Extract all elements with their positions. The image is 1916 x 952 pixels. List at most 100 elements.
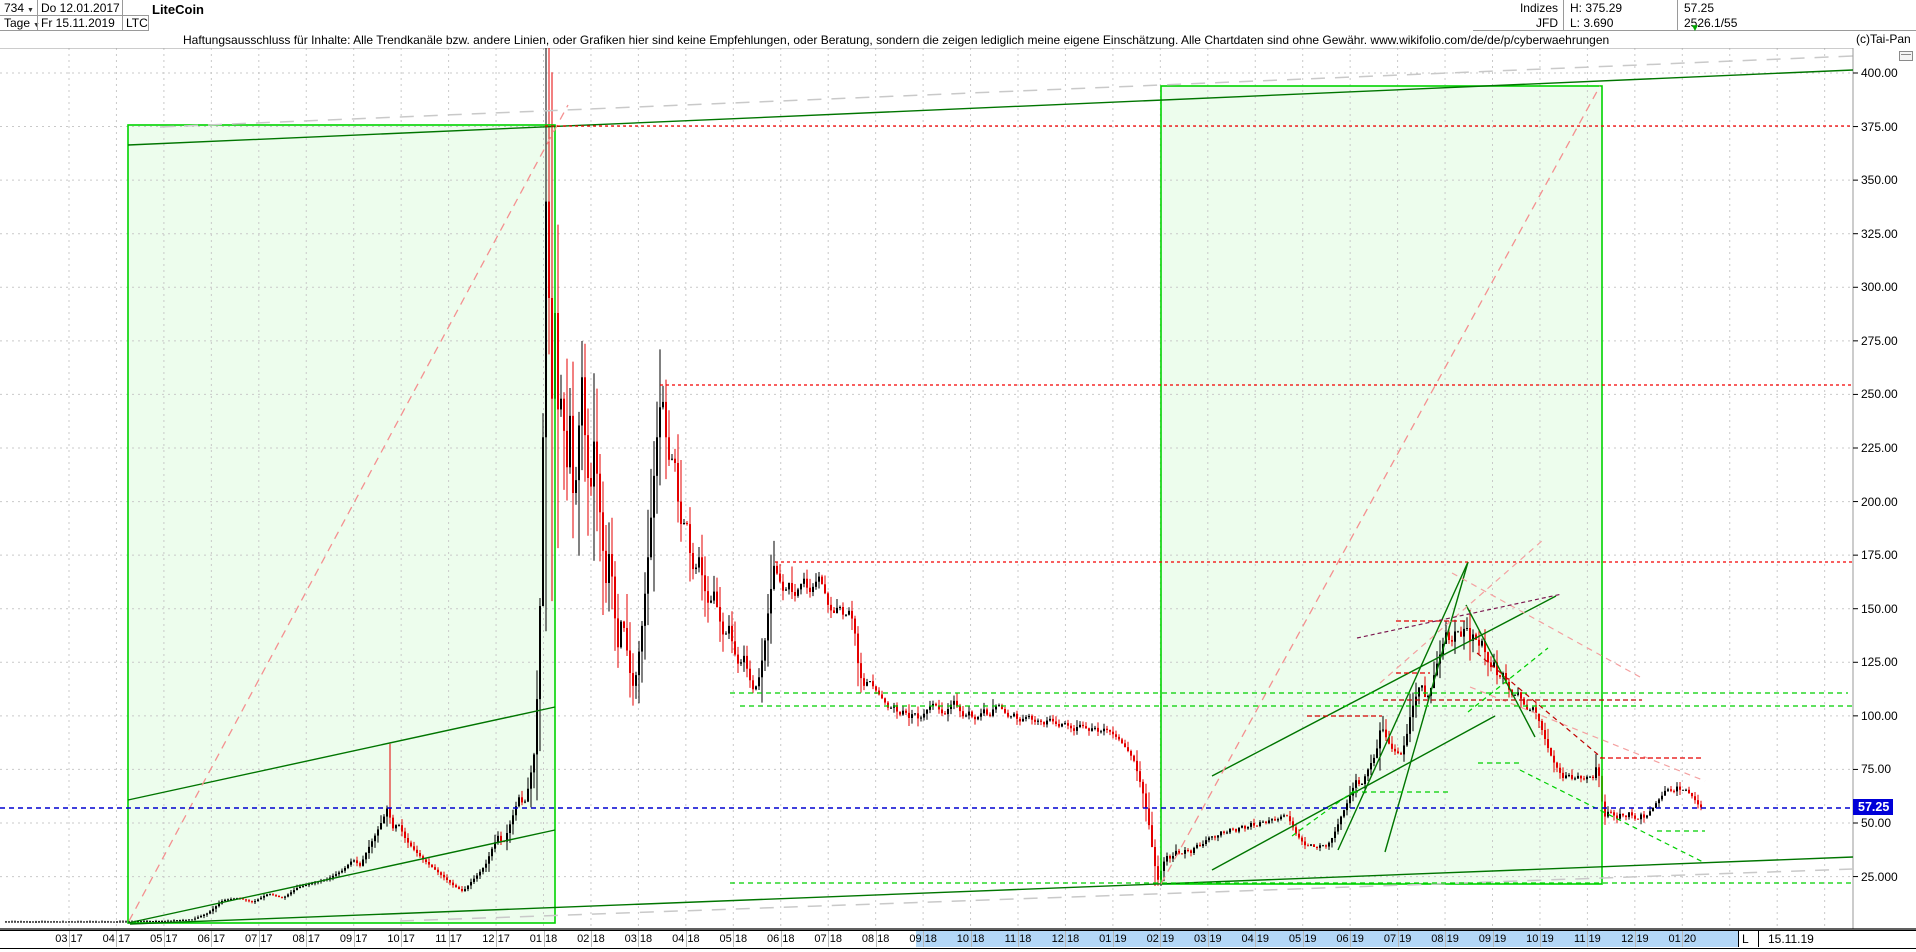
month-tick bbox=[448, 931, 450, 947]
overlay-line bbox=[1476, 652, 1603, 759]
last-value-label: 57.25 bbox=[1684, 1, 1715, 15]
month-tick bbox=[1445, 931, 1447, 947]
price-axis-label: 225.00 bbox=[1861, 440, 1898, 455]
high-value-label: H: 375.29 bbox=[1570, 1, 1623, 15]
month-label: 01 19 bbox=[1099, 933, 1127, 945]
overlay-line bbox=[399, 868, 1854, 922]
price-chart[interactable] bbox=[0, 48, 1916, 930]
divider bbox=[0, 15, 149, 16]
divider bbox=[1473, 30, 1916, 31]
price-axis-label: 75.00 bbox=[1861, 762, 1892, 777]
price-axis-label: 325.00 bbox=[1861, 226, 1898, 241]
mode-value: Tage bbox=[4, 16, 31, 30]
time-axis[interactable]: 03 17 04 17 05 17 06 17 07 17 08 17 09 17 10 17… bbox=[0, 930, 1916, 949]
collapse-panel-button[interactable] bbox=[1899, 51, 1913, 61]
month-tick bbox=[780, 931, 782, 947]
month-tick bbox=[1634, 931, 1636, 947]
month-tick bbox=[1539, 931, 1541, 947]
divider bbox=[1758, 931, 1759, 947]
month-tick bbox=[875, 931, 877, 947]
month-tick bbox=[1682, 931, 1684, 947]
overlay-line bbox=[128, 104, 569, 922]
month-label: 10 19 bbox=[1526, 933, 1554, 945]
overlay-line bbox=[127, 706, 556, 801]
divider bbox=[1563, 0, 1564, 31]
marker-triangle-icon: ▼ bbox=[1690, 23, 1700, 34]
month-label: 10 17 bbox=[387, 933, 415, 945]
price-axis-label: 350.00 bbox=[1861, 173, 1898, 188]
instrument-title: LiteCoin bbox=[152, 2, 204, 17]
divider bbox=[1677, 0, 1678, 31]
last-cell-label: L bbox=[1742, 932, 1749, 946]
last-price-tag: 57.25 bbox=[1853, 799, 1894, 816]
overlay-line bbox=[1451, 572, 1641, 678]
divider bbox=[1738, 931, 1739, 947]
overlay-line bbox=[1379, 539, 1544, 684]
month-tick bbox=[1492, 931, 1494, 947]
month-label: 07 19 bbox=[1383, 933, 1412, 945]
month-label: 05 19 bbox=[1288, 933, 1317, 945]
month-label: 05 17 bbox=[150, 933, 178, 945]
month-label: 09 17 bbox=[339, 933, 368, 945]
overlay-line bbox=[129, 856, 1854, 925]
month-tick bbox=[163, 931, 165, 947]
month-tick bbox=[1587, 931, 1589, 947]
overlay-line bbox=[1211, 715, 1496, 871]
overlay-line bbox=[1465, 604, 1536, 738]
month-label: 09 19 bbox=[1478, 933, 1507, 945]
month-tick bbox=[1207, 931, 1209, 947]
price-axis-label: 400.00 bbox=[1861, 65, 1898, 80]
month-label: 07 18 bbox=[814, 933, 842, 945]
overlay-line bbox=[1519, 769, 1704, 863]
divider bbox=[148, 15, 149, 31]
period-dropdown[interactable]: 734 ▼ bbox=[4, 1, 34, 15]
month-tick bbox=[1350, 931, 1352, 947]
price-axis-label: 375.00 bbox=[1861, 119, 1898, 134]
symbol-label: LTC bbox=[126, 16, 148, 30]
trend-box-2017 bbox=[127, 124, 556, 924]
month-tick bbox=[1018, 931, 1019, 947]
month-label: 12 17 bbox=[482, 933, 510, 945]
month-tick bbox=[543, 931, 545, 947]
date-from-label: Do 12.01.2017 bbox=[41, 1, 120, 15]
month-label: 11 18 bbox=[1004, 933, 1032, 945]
month-label: 01 20 bbox=[1668, 933, 1697, 945]
divider bbox=[37, 0, 38, 31]
month-label: 06 18 bbox=[766, 933, 795, 945]
month-label: 02 19 bbox=[1146, 933, 1175, 945]
copyright-label: (c)Tai-Pan bbox=[1856, 32, 1911, 46]
month-tick bbox=[970, 931, 972, 947]
period-value: 734 bbox=[4, 1, 25, 15]
month-label: 11 19 bbox=[1574, 933, 1601, 945]
month-tick bbox=[1397, 931, 1399, 947]
price-axis-label: 125.00 bbox=[1861, 655, 1898, 670]
month-tick bbox=[685, 931, 687, 947]
month-tick bbox=[69, 931, 70, 947]
broker-label: JFD bbox=[1536, 16, 1558, 30]
month-label: 08 19 bbox=[1431, 933, 1459, 945]
overlay-line bbox=[1160, 85, 1601, 885]
price-axis-label: 300.00 bbox=[1861, 280, 1898, 295]
volume-label: 2526.1/55 bbox=[1684, 16, 1738, 30]
chevron-down-icon: ▼ bbox=[33, 22, 40, 29]
month-label: 07 17 bbox=[245, 933, 273, 945]
indices-group-label: Indizes bbox=[1519, 1, 1558, 15]
month-label: 03 18 bbox=[624, 933, 653, 945]
overlay-line bbox=[127, 69, 1854, 146]
divider bbox=[122, 0, 123, 31]
overlay-line bbox=[1467, 647, 1549, 713]
month-tick bbox=[211, 931, 213, 947]
last-date-label: 15.11.19 bbox=[1768, 932, 1814, 946]
month-label: 01 18 bbox=[529, 933, 558, 945]
month-label: 10 18 bbox=[956, 933, 985, 945]
price-axis-label: 100.00 bbox=[1861, 708, 1898, 723]
axis-selection-highlight bbox=[916, 931, 1738, 947]
month-label: 04 19 bbox=[1241, 933, 1270, 945]
mode-dropdown[interactable]: Tage▼ bbox=[4, 16, 40, 30]
month-tick bbox=[353, 931, 355, 947]
month-label: 08 17 bbox=[292, 933, 321, 945]
overlay-line bbox=[1211, 595, 1557, 777]
month-tick bbox=[1112, 931, 1114, 947]
month-label: 05 18 bbox=[719, 933, 748, 945]
